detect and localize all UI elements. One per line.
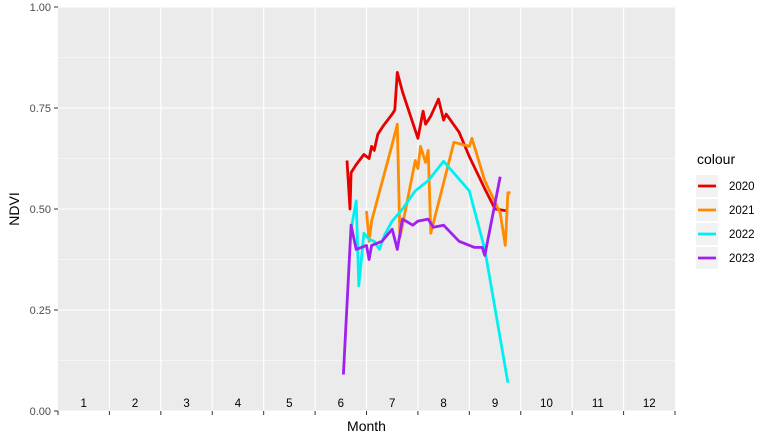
legend-items: 2020 2021 2022 2023: [696, 175, 755, 269]
legend-label-2023: 2023: [729, 253, 755, 265]
series-line-2023: [342, 176, 502, 375]
month-label: 6: [338, 398, 344, 410]
legend: colour 2020 2021 2022 2023: [696, 151, 755, 269]
y-axis-title: NDVI: [6, 192, 22, 225]
y-tick-label: 1.00: [30, 2, 51, 14]
y-tick-label: 0.00: [30, 406, 51, 418]
y-tick-label: 0.50: [30, 204, 51, 216]
y-tick-label: 0.75: [30, 103, 51, 115]
x-axis-title: Month: [347, 418, 386, 434]
series-line-2020: [345, 71, 509, 213]
legend-label-2022: 2022: [729, 229, 755, 241]
month-label: 1: [81, 398, 87, 410]
month-label: 10: [540, 398, 553, 410]
series-line-2022: [349, 159, 510, 383]
y-tick-label: 0.25: [30, 305, 51, 317]
major-gridlines: [58, 6, 675, 412]
legend-label-2020: 2020: [729, 181, 755, 193]
x-axis: [57, 411, 676, 415]
data-series-group: [342, 71, 511, 383]
month-label: 11: [592, 398, 604, 410]
month-label: 2: [132, 398, 138, 410]
month-label: 12: [643, 398, 656, 410]
month-label: 4: [235, 398, 242, 410]
month-label: 5: [286, 398, 292, 410]
month-label: 8: [440, 398, 446, 410]
legend-title: colour: [697, 151, 735, 167]
y-axis: 0.00 0.25 0.50 0.75 1.00: [30, 2, 58, 418]
legend-label-2021: 2021: [729, 205, 755, 217]
month-label-group: 1 2 3 4 5 6 7 8 9 10 11 12: [81, 398, 656, 410]
month-label: 7: [389, 398, 395, 410]
month-label: 3: [183, 398, 189, 410]
month-label: 9: [492, 398, 498, 410]
